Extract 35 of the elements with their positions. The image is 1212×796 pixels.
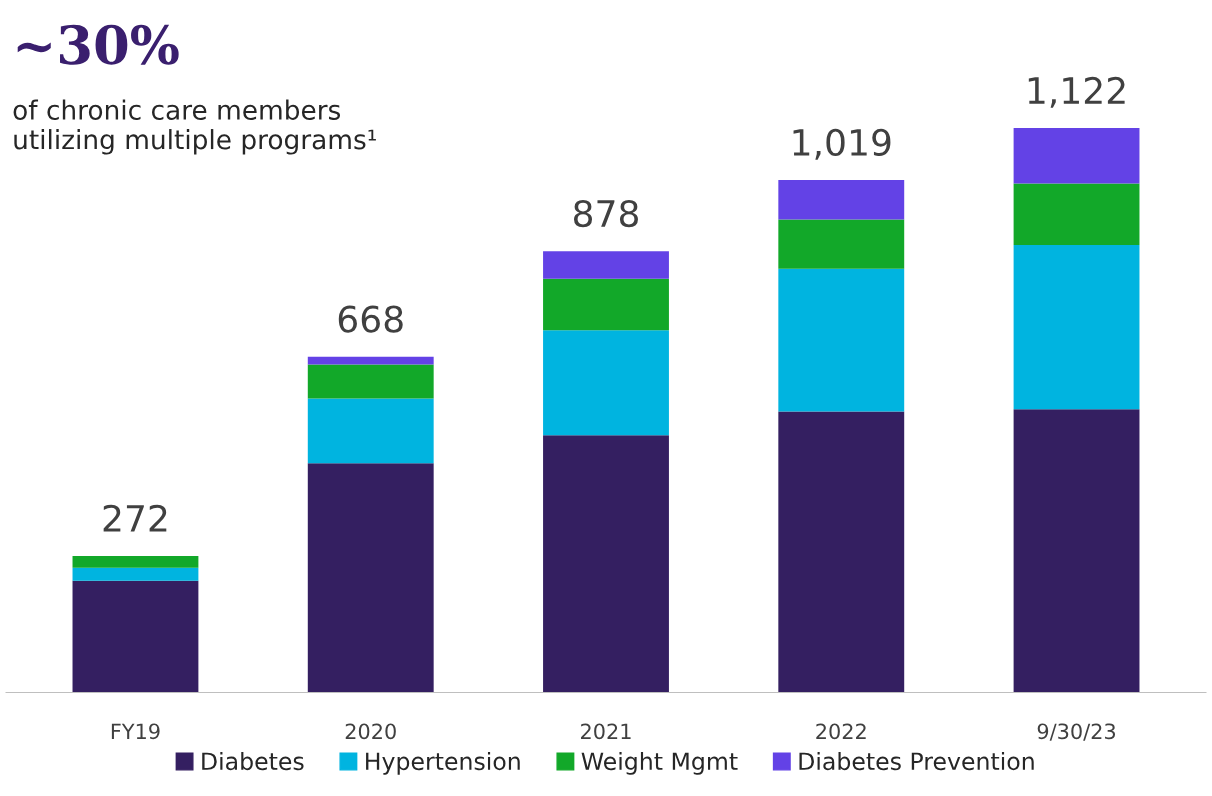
x-tick-label: 2021 (581, 723, 631, 740)
bar (307, 398, 434, 464)
chart-subtitle: of chronic care members utilizing multiple programs¹ (13, 99, 376, 155)
x-tick-label: 2022 (816, 723, 866, 740)
bar (1013, 244, 1140, 410)
legend-label: Diabetes Prevention (799, 751, 1034, 771)
bar (72, 555, 199, 568)
bar (778, 411, 905, 693)
bar (778, 180, 905, 220)
bar (72, 567, 199, 581)
bar (307, 463, 434, 693)
annotation: 878 (573, 199, 638, 228)
bar (778, 268, 905, 412)
annotation: 1,122 (1028, 76, 1125, 108)
bar (778, 219, 905, 269)
annotation: 668 (338, 305, 403, 333)
legend-label: Hypertension (366, 751, 520, 775)
bar (307, 364, 434, 399)
annotation: 1,019 (793, 128, 891, 160)
bar (543, 330, 669, 436)
x-tick-label: 2020 (345, 723, 396, 740)
legend-label: Weight Mgmt (581, 751, 738, 775)
bar (1013, 409, 1140, 693)
bar (543, 435, 669, 693)
annotation: 272 (103, 504, 167, 532)
x-tick-label: FY19 (111, 723, 160, 740)
bar (543, 278, 669, 331)
legend-label: Diabetes (202, 751, 304, 771)
bar (543, 251, 669, 279)
chart-title: ~30% (17, 24, 179, 65)
x-tick-label: 9/30/23 (1037, 723, 1116, 741)
bar (307, 356, 434, 365)
bar (1013, 183, 1140, 245)
bar (1013, 128, 1140, 184)
bar (72, 580, 199, 693)
